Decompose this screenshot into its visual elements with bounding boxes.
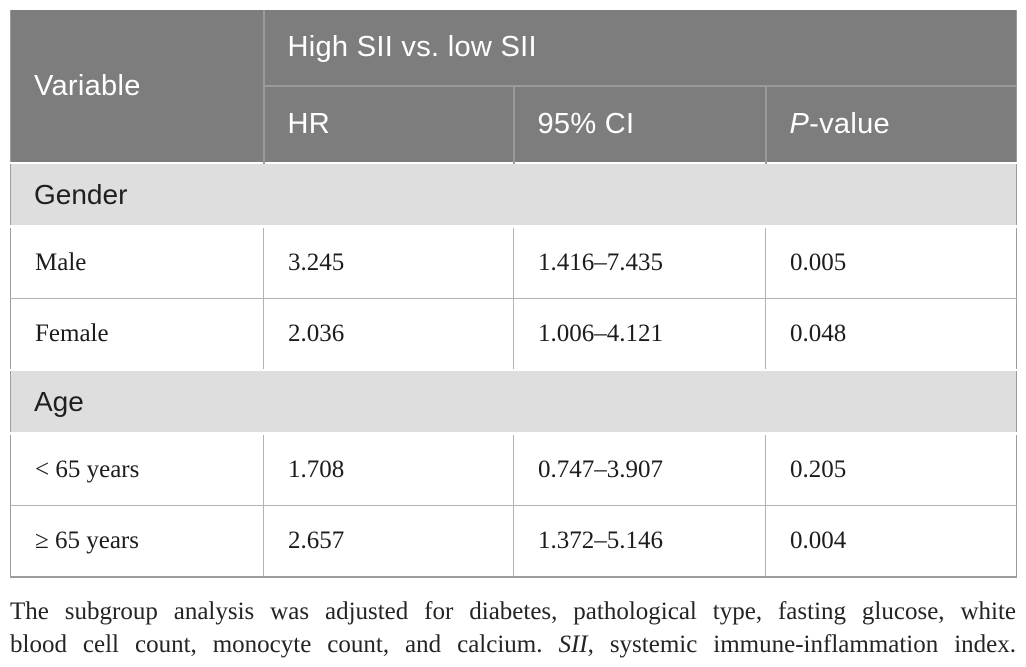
footnote-line2-pre: blood cell count, monocyte count, and ca… xyxy=(10,631,559,658)
header-cell-hr: HR xyxy=(262,85,514,163)
header-cell-pvalue: P-value xyxy=(764,85,1017,163)
table-header: Variable High SII vs. low SII HR 95% CI … xyxy=(10,10,1017,163)
cell-hr: 1.708 xyxy=(263,433,514,506)
footnote-line2-post: , systemic immune-inflammation index. xyxy=(587,631,1016,658)
table-body: Gender Male 3.245 1.416–7.435 0.005 Fema… xyxy=(10,162,1017,578)
cell-hr: 2.657 xyxy=(263,505,514,578)
cell-pvalue: 0.005 xyxy=(764,226,1017,299)
subgroup-analysis-table: Variable High SII vs. low SII HR 95% CI … xyxy=(10,10,1018,578)
cell-hr: 3.245 xyxy=(263,226,514,299)
header-cell-ci: 95% CI xyxy=(512,85,766,163)
header-row-sub: HR 95% CI P-value xyxy=(11,85,1017,163)
pvalue-rest: -value xyxy=(809,108,890,140)
section-row-gender: Gender xyxy=(10,162,1017,228)
footnote-line-2: blood cell count, monocyte count, and ca… xyxy=(10,628,1016,661)
table-row: Male 3.245 1.416–7.435 0.005 xyxy=(10,226,1017,299)
cell-pvalue: 0.048 xyxy=(764,298,1017,371)
cell-pvalue: 0.205 xyxy=(764,433,1017,506)
header-row-group: Variable High SII vs. low SII xyxy=(10,10,1017,163)
cell-variable: < 65 years xyxy=(10,433,264,506)
pvalue-italic-p: P xyxy=(789,108,810,140)
cell-variable: ≥ 65 years xyxy=(10,505,264,578)
cell-ci: 1.416–7.435 xyxy=(513,226,766,299)
table-row: < 65 years 1.708 0.747–3.907 0.205 xyxy=(10,433,1017,506)
cell-ci: 1.006–4.121 xyxy=(513,298,766,371)
section-label: Gender xyxy=(10,162,1017,228)
section-row-age: Age xyxy=(10,369,1017,435)
table-footnote: The subgroup analysis was adjusted for d… xyxy=(10,595,1016,661)
cell-ci: 0.747–3.907 xyxy=(513,433,766,506)
cell-variable: Male xyxy=(10,226,264,299)
cell-hr: 2.036 xyxy=(263,298,514,371)
header-cell-variable: Variable xyxy=(10,10,264,163)
cell-pvalue: 0.004 xyxy=(764,505,1017,578)
section-label: Age xyxy=(10,369,1017,435)
cell-variable: Female xyxy=(10,298,264,371)
table-row: Female 2.036 1.006–4.121 0.048 xyxy=(10,298,1017,371)
footnote-line-1: The subgroup analysis was adjusted for d… xyxy=(10,598,1016,625)
sii-abbreviation: SII xyxy=(558,631,588,658)
cell-ci: 1.372–5.146 xyxy=(513,505,766,578)
table-row: ≥ 65 years 2.657 1.372–5.146 0.004 xyxy=(10,505,1017,578)
header-cell-group: High SII vs. low SII xyxy=(262,10,1017,86)
